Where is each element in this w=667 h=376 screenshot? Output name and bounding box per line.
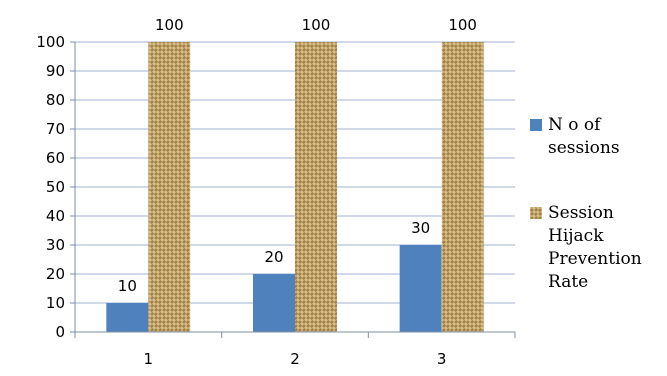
y-tick-label: 0 xyxy=(55,323,65,341)
bar-series-1 xyxy=(106,303,149,332)
y-tick-label: 100 xyxy=(36,33,65,51)
legend-swatch xyxy=(530,119,542,131)
y-tick-label: 20 xyxy=(46,265,65,283)
bars: 10 100 20 100 30 100 xyxy=(106,16,484,332)
bar-series-1 xyxy=(253,274,295,332)
bar-series-2 xyxy=(148,42,191,332)
y-tick-label: 30 xyxy=(46,236,65,254)
x-tick-label: 3 xyxy=(437,350,447,368)
y-tick-label: 50 xyxy=(46,178,65,196)
data-label: 20 xyxy=(264,248,283,266)
y-tick-label: 10 xyxy=(46,294,65,312)
data-label: 30 xyxy=(411,219,430,237)
y-tick-label: 60 xyxy=(46,149,65,167)
data-label: 100 xyxy=(155,16,184,34)
y-tick-label: 70 xyxy=(46,120,65,138)
legend-swatch xyxy=(530,207,542,219)
data-label: 100 xyxy=(448,16,477,34)
data-label: 10 xyxy=(118,277,137,295)
y-tick-label: 80 xyxy=(46,91,65,109)
legend: N o of sessions Session Hijack Prevention Rat… xyxy=(530,115,642,292)
bar-series-2 xyxy=(441,42,484,332)
y-tick-label: 40 xyxy=(46,207,65,225)
y-axis: 0 10 20 30 40 50 60 70 80 90 100 xyxy=(36,33,76,341)
x-tick-label: 1 xyxy=(144,350,154,368)
bar-series-1 xyxy=(399,245,442,332)
x-axis: 1 2 3 xyxy=(74,331,516,368)
legend-label: N o of sessions xyxy=(548,115,620,158)
data-label: 100 xyxy=(302,16,331,34)
bar-series-2 xyxy=(295,42,337,332)
y-tick-label: 90 xyxy=(46,62,65,80)
legend-label: Session Hijack Prevention Rate xyxy=(548,203,642,292)
x-tick-label: 2 xyxy=(290,350,300,368)
